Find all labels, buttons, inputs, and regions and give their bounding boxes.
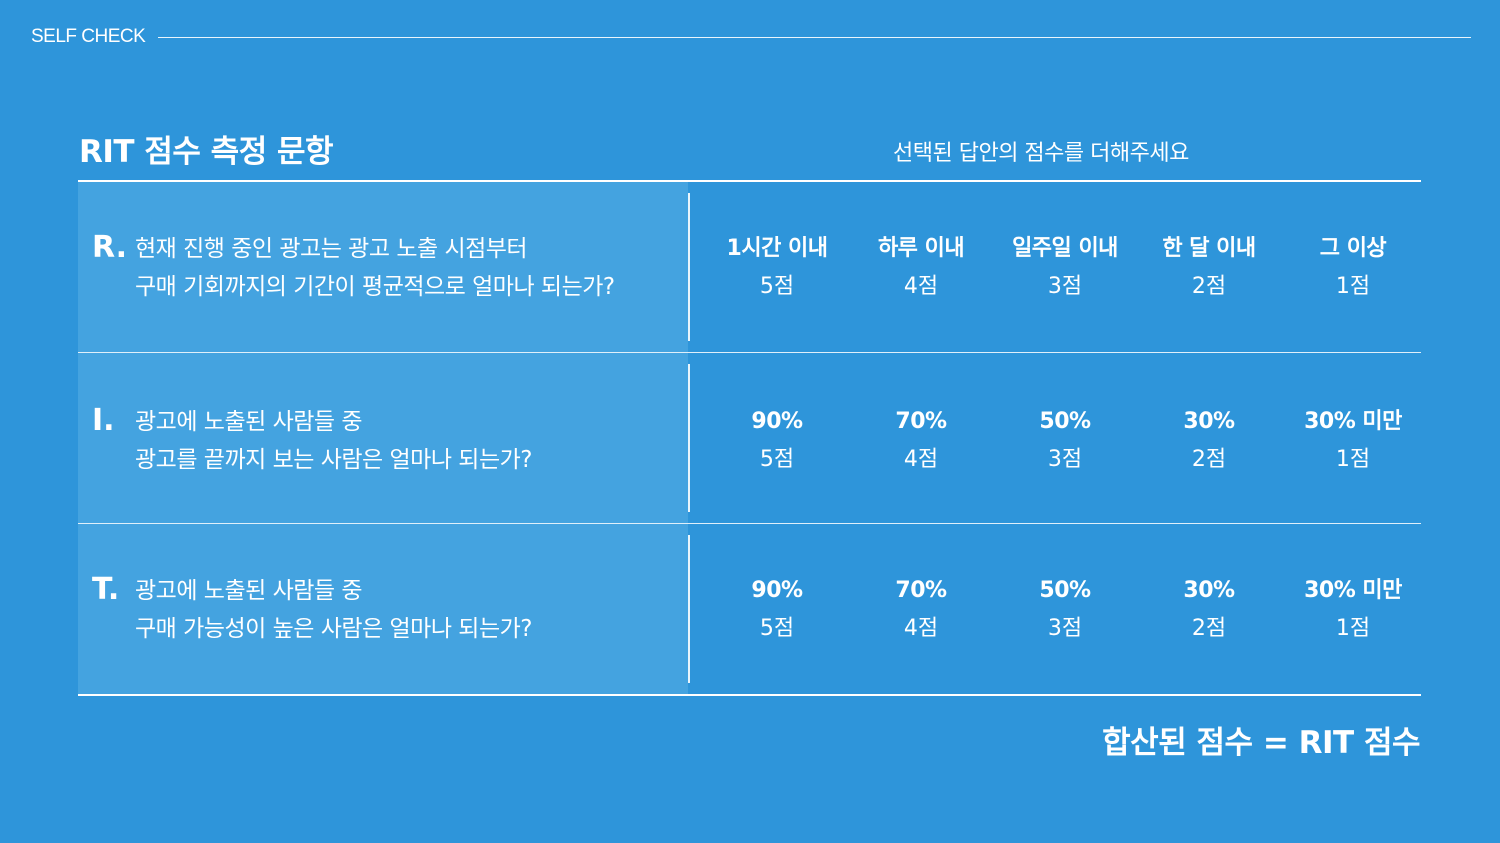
column-divider bbox=[688, 193, 690, 341]
option-score: 1점 bbox=[1335, 447, 1371, 472]
option-score: 3점 bbox=[1047, 447, 1083, 472]
option-label: 30% 미만 bbox=[1304, 578, 1402, 603]
option-label: 90% bbox=[751, 409, 803, 434]
question-cell: T. 광고에 노출된 사람들 중 구매 가능성이 높은 사람은 얼마나 되는가? bbox=[78, 524, 688, 694]
option-label: 90% bbox=[751, 578, 803, 603]
question-letter: I. bbox=[92, 403, 115, 438]
answer-option[interactable]: 그 이상 1점 bbox=[1283, 230, 1423, 306]
column-divider bbox=[688, 535, 690, 683]
question-text: 현재 진행 중인 광고는 광고 노출 시점부터 구매 기회까지의 기간이 평균적… bbox=[135, 230, 615, 306]
option-label: 1시간 이내 bbox=[726, 236, 828, 261]
answer-option[interactable]: 50% 3점 bbox=[995, 572, 1135, 648]
option-score: 3점 bbox=[1047, 616, 1083, 641]
question-row-t: T. 광고에 노출된 사람들 중 구매 가능성이 높은 사람은 얼마나 되는가?… bbox=[78, 524, 1421, 696]
question-letter: R. bbox=[92, 230, 128, 265]
answer-option[interactable]: 한 달 이내 2점 bbox=[1139, 230, 1279, 306]
question-line-1: 광고에 노출된 사람들 중 bbox=[135, 578, 363, 604]
option-label: 70% bbox=[895, 578, 947, 603]
option-score: 2점 bbox=[1191, 447, 1227, 472]
answer-option[interactable]: 70% 4점 bbox=[851, 403, 991, 479]
option-score: 4점 bbox=[903, 274, 939, 299]
answer-option[interactable]: 30% 미만 1점 bbox=[1283, 572, 1423, 648]
option-score: 4점 bbox=[903, 616, 939, 641]
question-text: 광고에 노출된 사람들 중 구매 가능성이 높은 사람은 얼마나 되는가? bbox=[135, 572, 532, 648]
answer-option[interactable]: 30% 2점 bbox=[1139, 572, 1279, 648]
option-score: 2점 bbox=[1191, 616, 1227, 641]
option-label: 한 달 이내 bbox=[1162, 236, 1256, 261]
option-label: 30% bbox=[1183, 578, 1235, 603]
question-line-2: 광고를 끝까지 보는 사람은 얼마나 되는가? bbox=[135, 447, 532, 473]
option-label: 70% bbox=[895, 409, 947, 434]
table-top-rule bbox=[78, 180, 1421, 182]
header: SELF CHECK bbox=[31, 24, 1471, 52]
answer-option[interactable]: 90% 5점 bbox=[707, 572, 847, 648]
header-rule bbox=[158, 37, 1471, 38]
question-letter: T. bbox=[92, 572, 120, 607]
page-title: RIT 점수 측정 문항 bbox=[79, 134, 334, 170]
option-label: 50% bbox=[1039, 409, 1091, 434]
option-label: 일주일 이내 bbox=[1012, 236, 1118, 261]
option-label: 30% 미만 bbox=[1304, 409, 1402, 434]
question-row-i: I. 광고에 노출된 사람들 중 광고를 끝까지 보는 사람은 얼마나 되는가?… bbox=[78, 353, 1421, 524]
answer-options: 1시간 이내 5점 하루 이내 4점 일주일 이내 3점 한 달 이내 2점 그 이상 1… bbox=[705, 182, 1421, 352]
question-line-2: 구매 가능성이 높은 사람은 얼마나 되는가? bbox=[135, 616, 532, 642]
question-line-1: 현재 진행 중인 광고는 광고 노출 시점부터 bbox=[135, 236, 528, 262]
rit-question-table: R. 현재 진행 중인 광고는 광고 노출 시점부터 구매 기회까지의 기간이 … bbox=[78, 182, 1421, 696]
option-score: 5점 bbox=[759, 447, 795, 472]
question-cell: I. 광고에 노출된 사람들 중 광고를 끝까지 보는 사람은 얼마나 되는가? bbox=[78, 353, 688, 523]
option-score: 5점 bbox=[759, 274, 795, 299]
question-line-2: 구매 기회까지의 기간이 평균적으로 얼마나 되는가? bbox=[135, 274, 615, 300]
section-label: SELF CHECK bbox=[31, 26, 146, 47]
option-score: 3점 bbox=[1047, 274, 1083, 299]
option-score: 2점 bbox=[1191, 274, 1227, 299]
answer-option[interactable]: 1시간 이내 5점 bbox=[707, 230, 847, 306]
answer-option[interactable]: 70% 4점 bbox=[851, 572, 991, 648]
option-label: 50% bbox=[1039, 578, 1091, 603]
option-score: 5점 bbox=[759, 616, 795, 641]
column-divider bbox=[688, 364, 690, 512]
option-score: 4점 bbox=[903, 447, 939, 472]
option-label: 그 이상 bbox=[1319, 236, 1387, 261]
option-score: 1점 bbox=[1335, 616, 1371, 641]
question-text: 광고에 노출된 사람들 중 광고를 끝까지 보는 사람은 얼마나 되는가? bbox=[135, 403, 532, 479]
question-line-1: 광고에 노출된 사람들 중 bbox=[135, 409, 363, 435]
answer-option[interactable]: 30% 2점 bbox=[1139, 403, 1279, 479]
answer-option[interactable]: 90% 5점 bbox=[707, 403, 847, 479]
answer-option[interactable]: 50% 3점 bbox=[995, 403, 1135, 479]
question-row-r: R. 현재 진행 중인 광고는 광고 노출 시점부터 구매 기회까지의 기간이 … bbox=[78, 182, 1421, 353]
answer-option[interactable]: 하루 이내 4점 bbox=[851, 230, 991, 306]
total-score-formula: 합산된 점수 = RIT 점수 bbox=[1102, 725, 1420, 761]
answer-options: 90% 5점 70% 4점 50% 3점 30% 2점 30% 미만 1점 bbox=[705, 524, 1421, 694]
option-label: 30% bbox=[1183, 409, 1235, 434]
answer-option[interactable]: 일주일 이내 3점 bbox=[995, 230, 1135, 306]
option-label: 하루 이내 bbox=[877, 236, 965, 261]
answer-option[interactable]: 30% 미만 1점 bbox=[1283, 403, 1423, 479]
question-cell: R. 현재 진행 중인 광고는 광고 노출 시점부터 구매 기회까지의 기간이 … bbox=[78, 182, 688, 352]
option-score: 1점 bbox=[1335, 274, 1371, 299]
instruction-text: 선택된 답안의 점수를 더해주세요 bbox=[893, 141, 1189, 166]
answer-options: 90% 5점 70% 4점 50% 3점 30% 2점 30% 미만 1점 bbox=[705, 353, 1421, 523]
